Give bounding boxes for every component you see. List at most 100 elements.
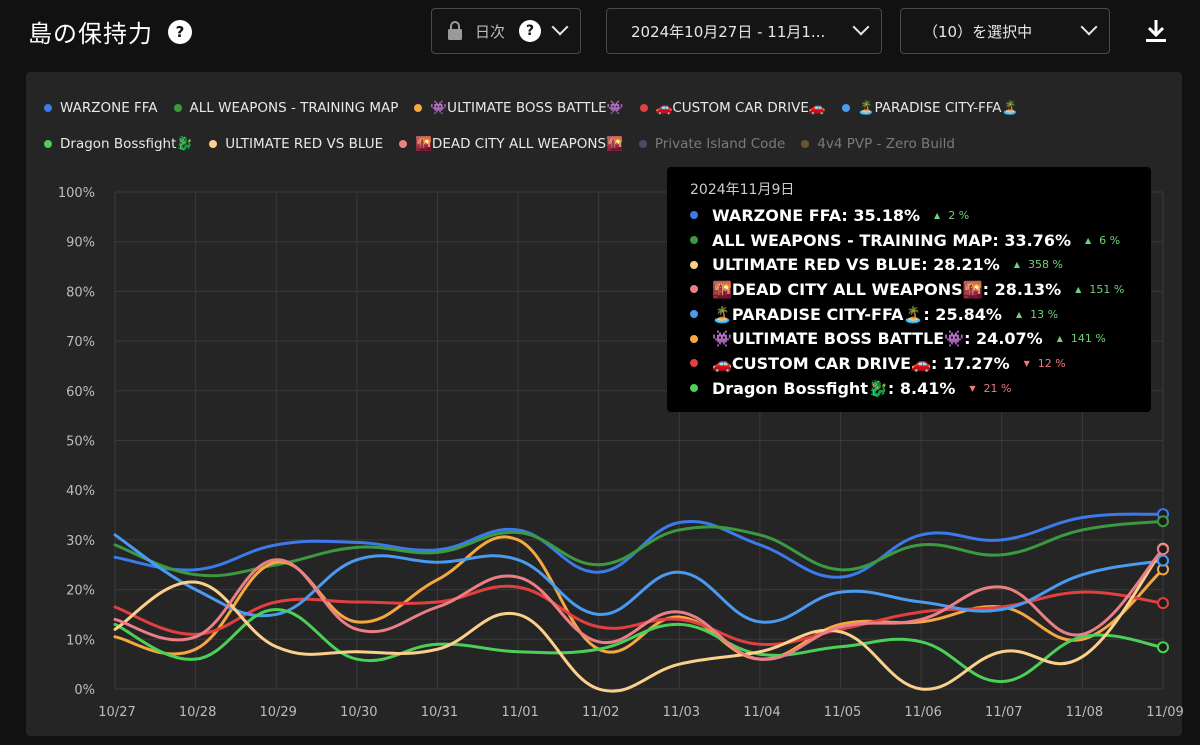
arrow-up-icon: ▲ bbox=[1013, 260, 1020, 270]
interval-select[interactable]: 日次 ? bbox=[431, 8, 581, 54]
arrow-up-icon: ▲ bbox=[934, 210, 941, 220]
legend-dot bbox=[801, 140, 810, 148]
y-tick-label: 60% bbox=[66, 385, 95, 400]
legend-label: Private Island Code bbox=[654, 136, 786, 152]
tooltip-change-value: 151 % bbox=[1089, 282, 1125, 296]
tooltip: 2024年11月9日 WARZONE FFA: 35.18% ▲ 2 % ALL WE… bbox=[667, 167, 1151, 412]
legend-label: WARZONE FFA bbox=[60, 100, 158, 116]
x-tick-label: 10/28 bbox=[179, 705, 216, 720]
series-line bbox=[113, 533, 1165, 624]
legend-item[interactable]: Dragon Bossfight🐉 bbox=[44, 136, 193, 152]
series-line bbox=[113, 519, 1165, 578]
tooltip-value: 🏝️PARADISE CITY-FFA🏝️: 25.84% bbox=[712, 304, 1002, 324]
download-icon[interactable] bbox=[1144, 18, 1168, 44]
series-line bbox=[113, 512, 1165, 579]
data-point bbox=[1157, 515, 1169, 528]
tooltip-change: ▲ 13 % bbox=[1016, 308, 1058, 321]
legend-row-2: Dragon Bossfight🐉 ULTIMATE RED VS BLUE 🌇… bbox=[44, 136, 1164, 152]
legend-item[interactable]: ALL WEAPONS - TRAINING MAP bbox=[173, 100, 398, 116]
tooltip-change: ▼ 12 % bbox=[1024, 357, 1066, 370]
data-point bbox=[1157, 543, 1169, 556]
tooltip-dot bbox=[690, 260, 698, 269]
arrow-up-icon: ▲ bbox=[1056, 334, 1063, 344]
tooltip-dot bbox=[690, 384, 698, 393]
x-tick-label: 10/29 bbox=[259, 705, 296, 720]
y-tick-label: 0% bbox=[74, 683, 95, 698]
legend-item[interactable]: 🌇DEAD CITY ALL WEAPONS🌇 bbox=[399, 136, 623, 152]
tooltip-value: 🚗CUSTOM CAR DRIVE🚗: 17.27% bbox=[712, 353, 1010, 373]
tooltip-change-value: 2 % bbox=[948, 208, 970, 222]
x-tick-label: 11/06 bbox=[904, 705, 941, 720]
tooltip-value: ALL WEAPONS - TRAINING MAP: 33.76% bbox=[712, 230, 1071, 250]
legend-label: 🚗CUSTOM CAR DRIVE🚗 bbox=[655, 100, 826, 116]
y-tick-label: 100% bbox=[58, 186, 95, 201]
legend-dot bbox=[841, 104, 850, 112]
interval-help-icon[interactable]: ? bbox=[519, 20, 542, 42]
arrow-down-icon: ▼ bbox=[1023, 358, 1030, 368]
legend-dot bbox=[44, 104, 52, 112]
date-range-picker[interactable]: 2024年10月27日 - 11月1... bbox=[606, 8, 882, 54]
tooltip-row: Dragon Bossfight🐉: 8.41% ▼ 21 % bbox=[690, 376, 1151, 401]
legend-label: 👾ULTIMATE BOSS BATTLE👾 bbox=[430, 100, 624, 116]
island-selection-dropdown[interactable]: （10）を選択中 bbox=[900, 8, 1110, 54]
legend-row-1: WARZONE FFA ALL WEAPONS - TRAINING MAP 👾… bbox=[44, 100, 1164, 116]
legend-dot bbox=[414, 104, 423, 112]
tooltip-change: ▲ 2 % bbox=[934, 209, 969, 222]
tooltip-change: ▼ 21 % bbox=[969, 382, 1011, 395]
legend-item[interactable]: 🚗CUSTOM CAR DRIVE🚗 bbox=[639, 100, 826, 116]
tooltip-dot bbox=[690, 359, 698, 368]
y-tick-label: 10% bbox=[66, 633, 95, 648]
legend-item[interactable]: 👾ULTIMATE BOSS BATTLE👾 bbox=[414, 100, 624, 116]
legend-dot bbox=[638, 140, 647, 148]
x-tick-label: 11/01 bbox=[501, 705, 538, 720]
series-line bbox=[113, 547, 1165, 693]
data-point bbox=[1157, 597, 1169, 610]
tooltip-row: ULTIMATE RED VS BLUE: 28.21% ▲ 358 % bbox=[690, 252, 1151, 277]
tooltip-dot bbox=[690, 310, 698, 319]
tooltip-change: ▲ 151 % bbox=[1075, 283, 1124, 296]
x-tick-label: 11/04 bbox=[743, 705, 780, 720]
tooltip-row: 👾ULTIMATE BOSS BATTLE👾: 24.07% ▲ 141 % bbox=[690, 326, 1151, 351]
series-line bbox=[113, 584, 1165, 647]
legend-label: Dragon Bossfight🐉 bbox=[60, 136, 194, 152]
help-icon[interactable]: ? bbox=[168, 20, 192, 44]
y-tick-label: 30% bbox=[66, 534, 95, 549]
tooltip-row: ALL WEAPONS - TRAINING MAP: 33.76% ▲ 6 % bbox=[690, 228, 1151, 253]
tooltip-row: 🌇DEAD CITY ALL WEAPONS🌇: 28.13% ▲ 151 % bbox=[690, 277, 1151, 302]
legend-label: 4v4 PVP - Zero Build bbox=[817, 136, 955, 152]
legend-dot bbox=[399, 140, 408, 148]
tooltip-change-value: 141 % bbox=[1070, 332, 1106, 346]
arrow-up-icon: ▲ bbox=[1015, 309, 1023, 319]
legend-dot bbox=[173, 104, 182, 112]
legend-dot bbox=[44, 140, 52, 148]
tooltip-change: ▲ 6 % bbox=[1085, 234, 1120, 247]
arrow-up-icon: ▲ bbox=[1075, 284, 1082, 294]
legend-dot bbox=[209, 140, 218, 148]
legend-item[interactable]: WARZONE FFA bbox=[44, 100, 158, 116]
tooltip-row: 🚗CUSTOM CAR DRIVE🚗: 17.27% ▼ 12 % bbox=[690, 351, 1151, 376]
tooltip-change-value: 12 % bbox=[1037, 356, 1066, 370]
tooltip-dot bbox=[690, 334, 698, 343]
arrow-up-icon: ▲ bbox=[1084, 235, 1092, 245]
series-line bbox=[113, 607, 1165, 684]
y-tick-label: 20% bbox=[66, 584, 95, 599]
tooltip-date: 2024年11月9日 bbox=[690, 182, 795, 198]
legend-item[interactable]: Private Island Code bbox=[638, 136, 786, 152]
lock-icon bbox=[448, 21, 462, 40]
tooltip-change: ▲ 358 % bbox=[1014, 258, 1063, 271]
tooltip-value: Dragon Bossfight🐉: 8.41% bbox=[712, 378, 956, 398]
x-tick-label: 11/07 bbox=[985, 705, 1022, 720]
selection-label: （10）を選択中 bbox=[923, 22, 1033, 41]
tooltip-dot bbox=[690, 285, 698, 294]
x-tick-label: 11/02 bbox=[582, 705, 619, 720]
legend-item[interactable]: ULTIMATE RED VS BLUE bbox=[209, 136, 383, 152]
legend-dot bbox=[639, 104, 648, 112]
legend-label: ULTIMATE RED VS BLUE bbox=[225, 136, 384, 152]
tooltip-change-value: 6 % bbox=[1099, 233, 1121, 247]
legend-label: 🏝️PARADISE CITY-FFA🏝️ bbox=[857, 100, 1019, 116]
x-tick-label: 11/08 bbox=[1066, 705, 1103, 720]
x-tick-label: 10/27 bbox=[98, 705, 135, 720]
legend-item[interactable]: 🏝️PARADISE CITY-FFA🏝️ bbox=[841, 100, 1019, 116]
legend-item[interactable]: 4v4 PVP - Zero Build bbox=[801, 136, 955, 152]
